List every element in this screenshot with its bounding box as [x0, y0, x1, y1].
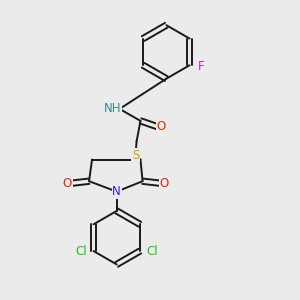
Text: O: O — [157, 120, 166, 133]
Text: NH: NH — [104, 103, 122, 116]
Text: S: S — [132, 149, 140, 162]
Text: O: O — [63, 177, 72, 190]
Text: Cl: Cl — [146, 244, 158, 258]
Text: F: F — [198, 60, 205, 73]
Text: N: N — [112, 185, 121, 198]
Text: Cl: Cl — [75, 244, 87, 258]
Text: O: O — [160, 177, 169, 190]
